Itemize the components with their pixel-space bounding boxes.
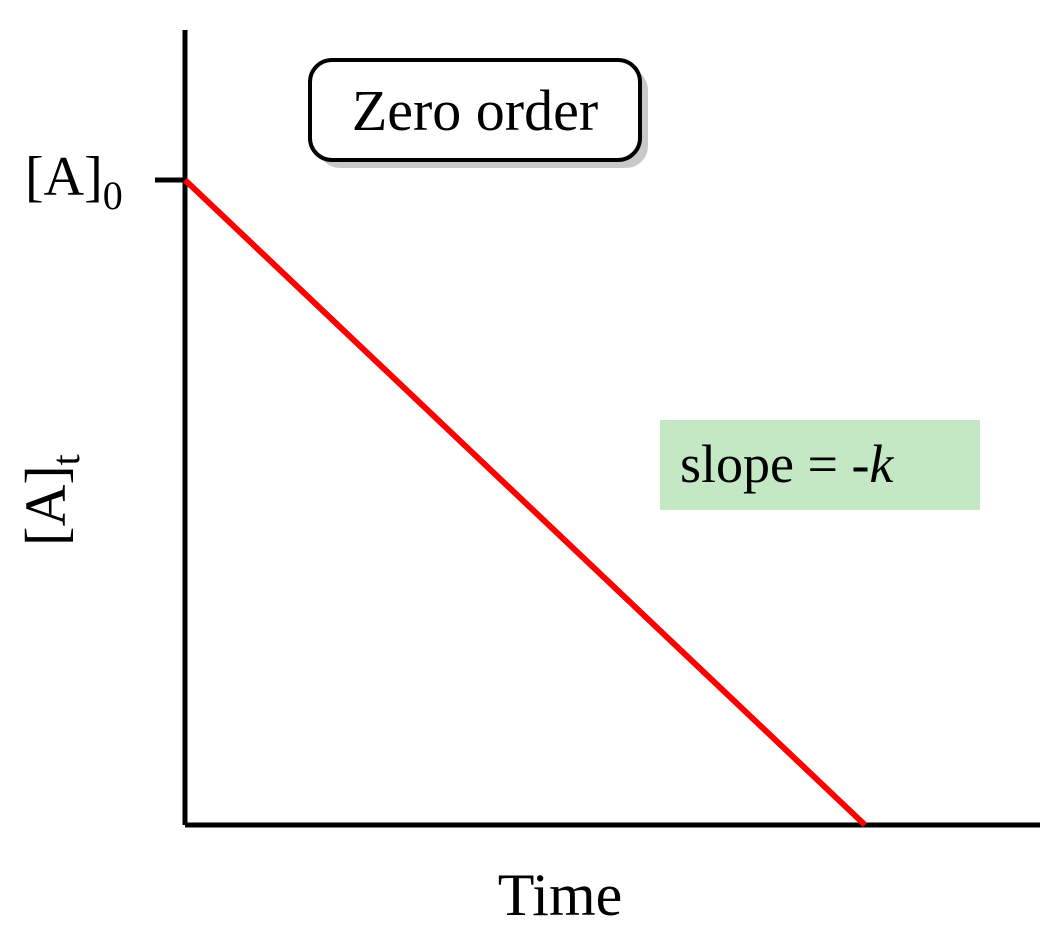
chart-title: Zero order: [352, 78, 598, 143]
zero-order-chart: Zero order slope = -k Time [A]t [A]0: [0, 0, 1064, 933]
svg-text:[A]t: [A]t: [13, 454, 88, 546]
slope-annotation: slope = -k: [680, 434, 894, 494]
x-axis-label: Time: [498, 862, 623, 928]
y-axis-label: [A]t: [13, 454, 88, 546]
